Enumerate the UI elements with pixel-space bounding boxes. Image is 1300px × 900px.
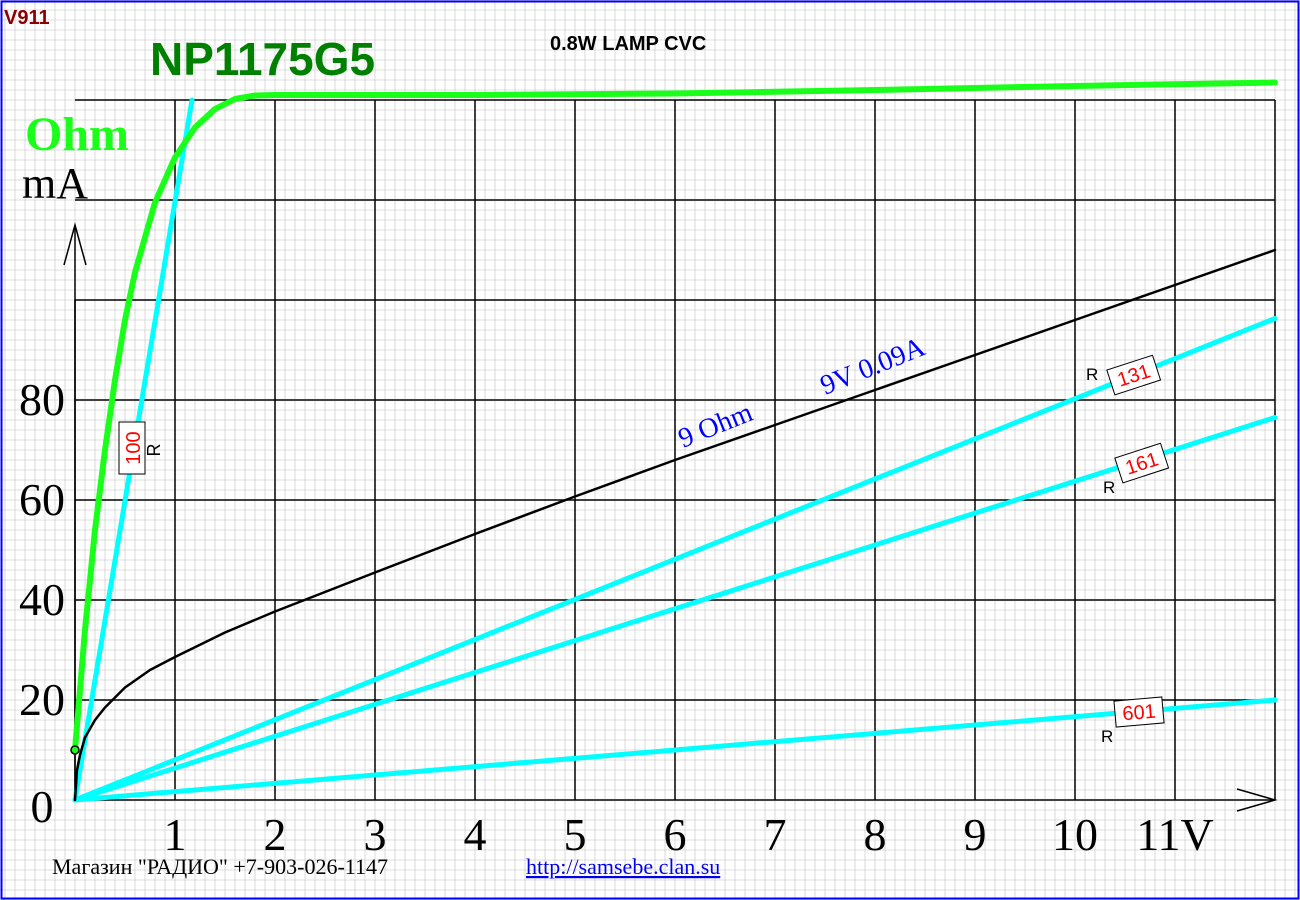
code-label: V911 xyxy=(4,7,50,29)
badge-r601-prefix: R xyxy=(1101,727,1113,746)
badge-r161-prefix: R xyxy=(1103,478,1115,497)
x-tick-label: 3 xyxy=(364,809,387,860)
x-tick-label: 8 xyxy=(864,809,887,860)
y-axis-arrow xyxy=(63,222,87,266)
badge-r161-box xyxy=(1114,442,1170,484)
x-tick-label: 9 xyxy=(964,809,987,860)
badge-r601-box xyxy=(1113,696,1165,728)
y-tick-label: 80 xyxy=(19,374,65,425)
y-tick-label: 40 xyxy=(19,574,65,625)
x-tick-label: 1 xyxy=(164,809,187,860)
badge-r100-box xyxy=(118,421,146,475)
badge-r131-box xyxy=(1106,354,1162,396)
axes xyxy=(63,222,1278,812)
x-tick-label: 10 xyxy=(1052,809,1098,860)
badge-r131-prefix: R xyxy=(1086,365,1098,384)
series-load_line-601 xyxy=(72,697,1278,803)
series-load_line-161 xyxy=(72,415,1278,803)
y-tick-label: 0 xyxy=(31,781,54,832)
y-axis-label: mA xyxy=(22,159,88,208)
y-tick-label: 20 xyxy=(19,674,65,725)
y-tick-label: 60 xyxy=(19,474,65,525)
x-tick-label: 6 xyxy=(664,809,687,860)
tick-layer: 1 2 3 4 5 6 7 8 9 10 11V 0 20 40 60 80 xyxy=(19,374,1214,860)
x-axis-arrow xyxy=(1236,788,1278,812)
footer-shop-text: Магазин "РАДИО" +7-903-026-1147 xyxy=(52,854,388,879)
footer-url-link[interactable]: http://samsebe.clan.su xyxy=(526,854,720,879)
x-tick-label: 11V xyxy=(1136,809,1214,860)
x-tick-label: 4 xyxy=(464,809,487,860)
badge-r601-value: 601 xyxy=(1122,701,1157,726)
x-tick-label: 5 xyxy=(564,809,587,860)
series-load_line-131 xyxy=(72,316,1278,803)
badge-r100: 100 xyxy=(118,421,146,475)
resistance-unit-label: Ohm xyxy=(25,108,129,161)
badge-r601: 601 xyxy=(1113,696,1165,728)
model-title: NP1175G5 xyxy=(150,33,375,85)
x-tick-label: 7 xyxy=(764,809,787,860)
x-tick-label: 2 xyxy=(264,809,287,860)
series-resistance xyxy=(72,79,1278,753)
series-lamp_current xyxy=(73,248,1277,802)
resistance-start-point xyxy=(70,745,80,755)
badge-r100-value: 100 xyxy=(123,431,145,464)
chart-title: 0.8W LAMP CVC xyxy=(550,33,706,55)
badge-r131: 131 xyxy=(1106,354,1162,396)
badge-r100-prefix: R xyxy=(144,444,164,457)
